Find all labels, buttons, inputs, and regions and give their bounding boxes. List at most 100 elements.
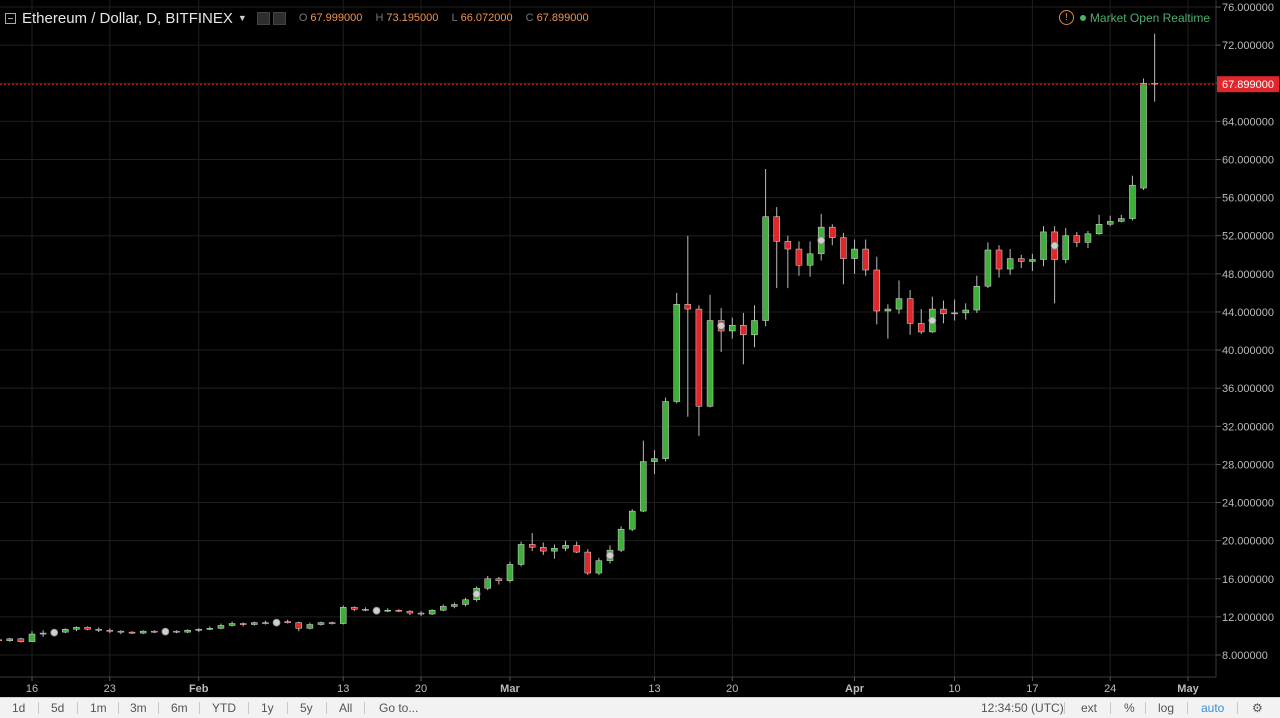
candle-body	[740, 325, 747, 336]
divider	[364, 702, 365, 714]
candle-body	[6, 638, 14, 641]
close-value: 67.899000	[536, 12, 589, 24]
time-tick-label: 23	[104, 683, 116, 695]
candle-body	[562, 545, 569, 549]
divider	[77, 702, 78, 714]
candle-body	[706, 320, 714, 407]
candle-body	[217, 625, 225, 629]
candle-body	[17, 638, 25, 642]
candles	[0, 33, 1158, 643]
clock-display[interactable]: 12:34:50 (UTC)	[981, 701, 1064, 715]
last-price-badge	[1217, 76, 1279, 93]
price-tick-label: 28.000000	[1222, 459, 1274, 471]
settings-icon[interactable]	[272, 11, 286, 25]
candle-body	[684, 304, 692, 310]
event-marker	[606, 551, 614, 560]
candle-body	[95, 629, 102, 631]
close-label: C	[525, 12, 534, 24]
candle-body	[873, 269, 881, 312]
chevron-down-icon[interactable]: ▼	[237, 13, 247, 23]
camera-icon[interactable]	[256, 11, 270, 25]
candle-body	[1040, 231, 1047, 260]
ohlc-values: O 67.999000 H 73.195000 L 66.072000 C 67.899…	[299, 12, 599, 24]
low-label: L	[451, 12, 458, 24]
ext-button[interactable]: ext	[1081, 701, 1098, 715]
candle-body	[528, 544, 536, 548]
candle-body	[151, 630, 158, 633]
event-marker	[1050, 241, 1059, 250]
market-status: ! Market Open Realtime	[1058, 10, 1210, 25]
market-status-text: Market Open	[1089, 10, 1160, 25]
range-ytd-button[interactable]: YTD	[212, 701, 236, 715]
candle-body	[395, 609, 403, 612]
time-tick-label: 24	[1104, 683, 1116, 695]
candle-body	[306, 624, 314, 629]
price-tick-label: 52.000000	[1222, 231, 1274, 243]
goto-button[interactable]: Go to...	[379, 701, 419, 715]
range-5y-button[interactable]: 5y	[300, 701, 313, 715]
candle-body	[417, 612, 425, 615]
grid-lines	[0, 0, 1216, 677]
divider	[248, 702, 249, 714]
divider	[326, 702, 327, 714]
candle-body	[284, 621, 291, 623]
price-tick-label: 20.000000	[1222, 536, 1274, 548]
price-tick-label: 76.000000	[1222, 2, 1274, 14]
candle-body	[462, 599, 469, 605]
time-tick-label: Mar	[500, 683, 520, 695]
time-tick-label: 20	[726, 683, 738, 695]
candle-body	[295, 622, 303, 629]
event-marker	[928, 316, 937, 325]
candle-body	[551, 548, 558, 552]
warning-icon[interactable]: !	[1058, 10, 1074, 25]
candlestick-chart[interactable]: 76.00000072.00000068.00000064.00000060.0…	[0, 0, 1280, 697]
price-axis[interactable]: 76.00000072.00000068.00000064.00000060.0…	[1216, 2, 1274, 662]
price-tick-label: 64.000000	[1222, 116, 1274, 128]
price-tick-label: 40.000000	[1222, 345, 1274, 357]
candle-body	[262, 622, 269, 624]
candle-body	[206, 628, 214, 630]
divider	[287, 702, 288, 714]
candle-body	[1073, 235, 1081, 243]
range-all-button[interactable]: All	[339, 701, 353, 715]
price-tick-label: 56.000000	[1222, 193, 1274, 205]
time-axis[interactable]: 16 23 Feb 13 20 Mar 13 20 Apr 10 17 24 May	[26, 677, 1200, 695]
candle-body	[795, 248, 803, 266]
divider	[1145, 702, 1146, 714]
symbol-title[interactable]: Ethereum / Dollar, D, BITFINEX	[22, 9, 233, 27]
gear-icon[interactable]: ⚙	[1252, 701, 1263, 715]
high-value: 73.195000	[386, 12, 439, 24]
candle-body	[584, 551, 592, 574]
bottom-toolbar: 1d 5d 1m 3m 6m YTD 1y 5y All Go to... 12…	[0, 697, 1280, 718]
range-1y-button[interactable]: 1y	[261, 701, 274, 715]
percent-button[interactable]: %	[1124, 701, 1135, 715]
candle-body	[328, 622, 336, 624]
log-button[interactable]: log	[1158, 701, 1175, 715]
candle-body	[1084, 233, 1092, 243]
divider	[199, 702, 200, 714]
range-3m-button[interactable]: 3m	[130, 701, 147, 715]
divider	[38, 702, 39, 714]
collapse-icon[interactable]	[5, 12, 16, 24]
range-1m-button[interactable]: 1m	[90, 701, 107, 715]
range-5d-button[interactable]: 5d	[51, 701, 65, 715]
range-6m-button[interactable]: 6m	[171, 701, 188, 715]
candle-body	[673, 304, 680, 402]
candle-body	[28, 633, 36, 642]
candle-body	[440, 606, 447, 611]
price-tick-label: 8.000000	[1222, 650, 1268, 662]
time-tick-label: May	[1177, 683, 1199, 695]
candle-body	[1095, 224, 1103, 235]
candle-body	[117, 630, 125, 633]
auto-button[interactable]: auto	[1201, 701, 1225, 715]
range-1d-button[interactable]: 1d	[12, 701, 26, 715]
time-tick-label: 13	[648, 683, 660, 695]
event-marker	[472, 590, 481, 598]
candle-body	[751, 320, 758, 336]
candle-body	[1062, 235, 1069, 260]
candle-body	[906, 298, 914, 324]
time-tick-label: Apr	[845, 683, 865, 695]
candle-body	[1029, 259, 1036, 262]
candle-body	[695, 308, 703, 407]
candle-body	[73, 627, 80, 630]
